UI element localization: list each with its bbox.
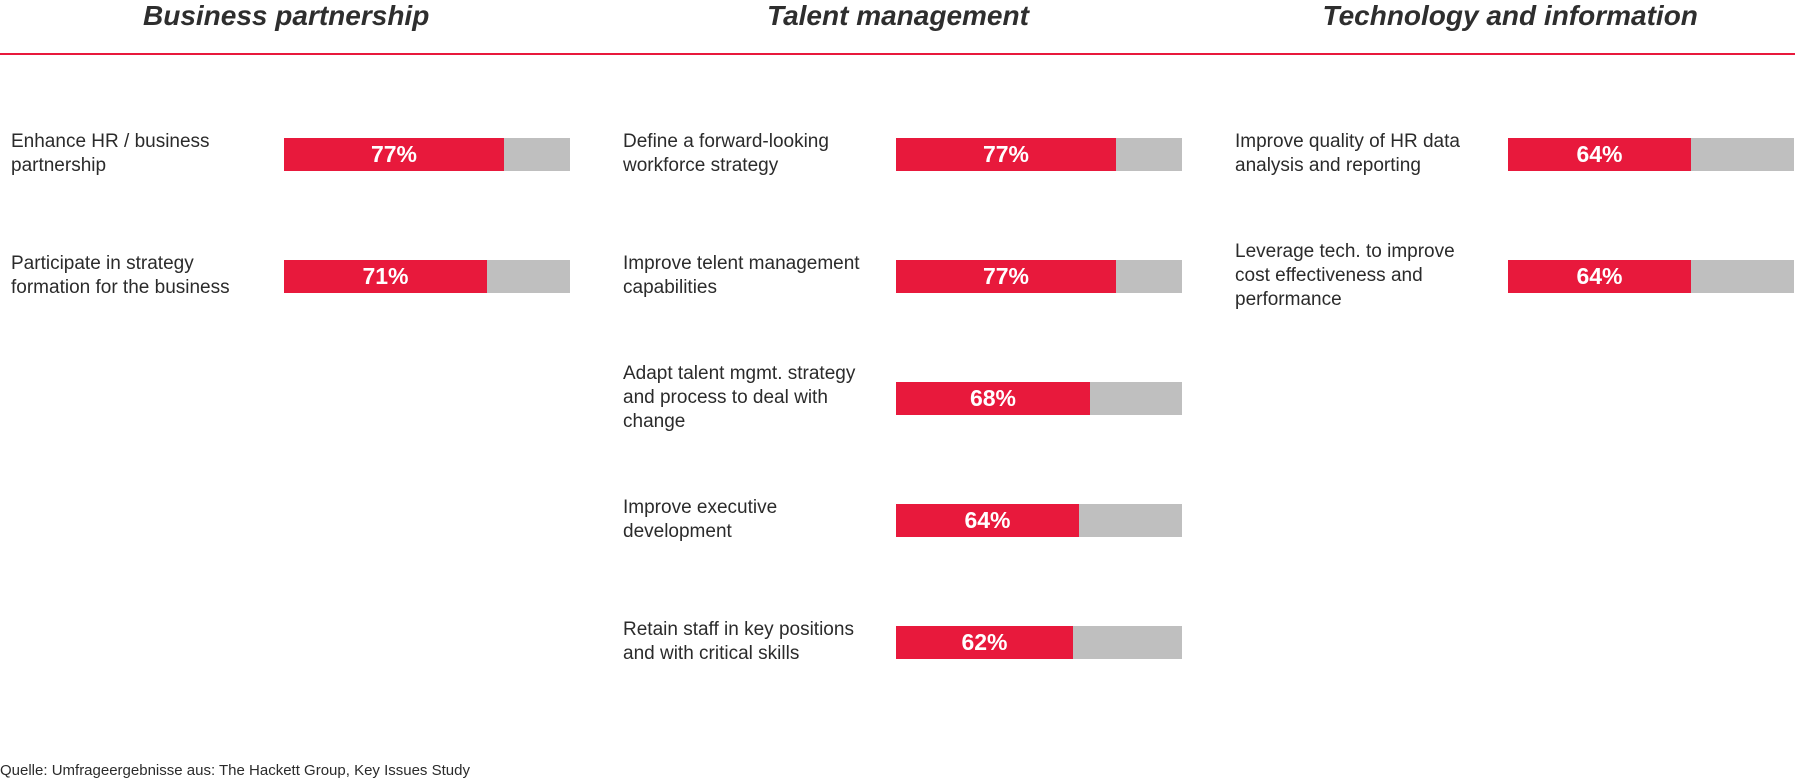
bar-label-line: development [623,520,732,542]
bar-fill [1508,138,1691,171]
bar-track: 77% [284,138,570,171]
bar-label-line: Adapt talent mgmt. strategy [623,362,856,384]
column-title: Business partnership [143,0,430,31]
bar-label-line: Participate in strategy [11,252,194,274]
bar-fill [284,260,487,293]
bar-fill [284,138,504,171]
bar-label-line: workforce strategy [623,154,779,176]
bar-label: Improve executive development [623,496,777,544]
chart-column: Define a forward-looking workforce strate… [612,0,1212,700]
bar-track: 71% [284,260,570,293]
chart-column: Improve quality of HR data analysis and r… [1224,0,1795,700]
bar-value-label: 64% [964,507,1011,533]
bar-label: Enhance HR / business partnership [11,130,210,178]
bar-label-line: Retain staff in key positions [623,618,854,640]
bar-label-line: analysis and reporting [1235,154,1421,176]
bar-label-line: Improve telent management [623,252,860,274]
bar-value-label: 77% [982,141,1030,167]
bar-label-line: Define a forward-looking [623,130,829,152]
bar-label-line: and process to deal with [623,386,828,408]
bar-value-label: 62% [961,629,1008,655]
bar-track: 64% [1508,138,1794,171]
bar-fill [896,504,1079,537]
bar-track: 64% [1508,260,1794,293]
bar-value-label: 77% [982,263,1030,289]
bar-label: Leverage tech. to improve cost effectiven… [1235,240,1455,312]
bar-label-line: Enhance HR / business [11,130,210,152]
bar-label-line: Leverage tech. to improve [1235,240,1455,262]
bar-label: Improve quality of HR data analysis and r… [1235,130,1460,178]
bar-label: Participate in strategy formation for the… [11,252,230,300]
bar-label-line: and with critical skills [623,642,800,664]
bar-value-label: 64% [1576,263,1623,289]
bar-label: Retain staff in key positions and with cr… [623,618,854,666]
bar-fill [896,626,1073,659]
bar-track: 62% [896,626,1182,659]
bar-value-label: 64% [1576,141,1623,167]
bar-label: Improve telent management capabilities [623,252,860,300]
bar-label-line: performance [1235,288,1342,310]
bar-value-label: 77% [370,141,418,167]
bar-fill [1508,260,1691,293]
bar-label-line: Improve executive [623,496,778,518]
source-note: Quelle: Umfrageergebnisse aus: The Hacke… [0,762,470,779]
bar-track: 77% [896,138,1182,171]
bar-label-line: cost effectiveness and [1235,264,1423,286]
bar-label-line: formation for the business [11,276,230,298]
bar-fill [896,260,1116,293]
bar-fill [896,138,1116,171]
bar-label: Adapt talent mgmt. strategy and process t… [623,362,855,434]
bar-track: 68% [896,382,1182,415]
bar-value-label: 68% [969,385,1017,411]
chart-column: Enhance HR / business partnership 77% Parti… [0,0,600,700]
bar-label-line: Improve quality of HR data [1235,130,1460,152]
bar-track: 64% [896,504,1182,537]
column-title: Technology and information [1322,0,1698,31]
bar-label-line: change [623,410,686,432]
bar-fill [896,382,1090,415]
bar-label-line: partnership [11,154,107,176]
bar-label: Define a forward-looking workforce strate… [623,130,829,178]
bar-track: 77% [896,260,1182,293]
column-title: Talent management [767,0,1029,31]
top-rule [0,53,1795,55]
bar-label-line: capabilities [623,276,717,298]
bar-value-label: 71% [362,263,409,289]
